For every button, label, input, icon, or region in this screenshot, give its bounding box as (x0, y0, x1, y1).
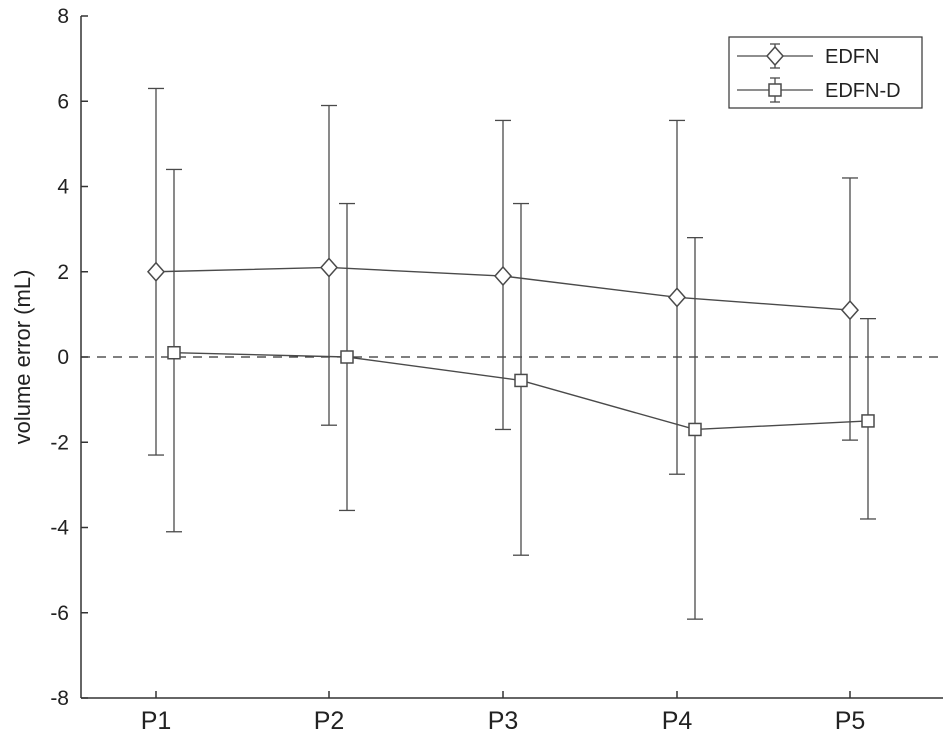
series-edfn-d-point (861, 414, 875, 428)
x-tick-label: P2 (314, 707, 345, 735)
plot-marks (81, 87, 943, 620)
legend-edfn-marker (765, 45, 785, 67)
legend-edfn-d-label: EDFN-D (825, 80, 901, 102)
x-tick-label: P4 (662, 707, 693, 735)
series-edfn-point (146, 261, 166, 282)
y-tick-label: 8 (57, 5, 69, 28)
y-tick-label: 0 (57, 346, 69, 369)
legend-edfn-d-marker (768, 83, 782, 97)
y-axis-title: volume error (mL) (10, 270, 35, 445)
x-tick-label: P1 (141, 707, 172, 735)
y-tick-label: -4 (50, 517, 69, 540)
axes: -8 -6 -4 -2 0 2 4 6 8 P1 P2 P3 P4 P5 (50, 5, 943, 735)
y-tick-label: -8 (50, 687, 69, 710)
y-tick-label: 4 (57, 176, 69, 199)
series-edfn-d-point (514, 373, 528, 388)
legend: EDFN EDFN-D (728, 36, 923, 109)
series-edfn-point (667, 287, 687, 308)
y-tick-label: 6 (57, 90, 69, 113)
series-edfn-d-point (688, 422, 702, 437)
legend-edfn-label: EDFN (825, 46, 879, 68)
series-edfn-d-point (167, 345, 181, 360)
series-edfn-point (840, 299, 860, 321)
legend-box (728, 36, 923, 109)
y-tick-label: 2 (57, 261, 69, 284)
x-tick-label: P3 (488, 707, 519, 735)
series-edfn-d-point (340, 350, 354, 364)
series-edfn-point (319, 257, 339, 278)
y-tick-label: -6 (50, 602, 69, 625)
x-tick-label: P5 (835, 707, 866, 735)
series-edfn-point (493, 265, 513, 287)
y-tick-label: -2 (50, 431, 69, 454)
